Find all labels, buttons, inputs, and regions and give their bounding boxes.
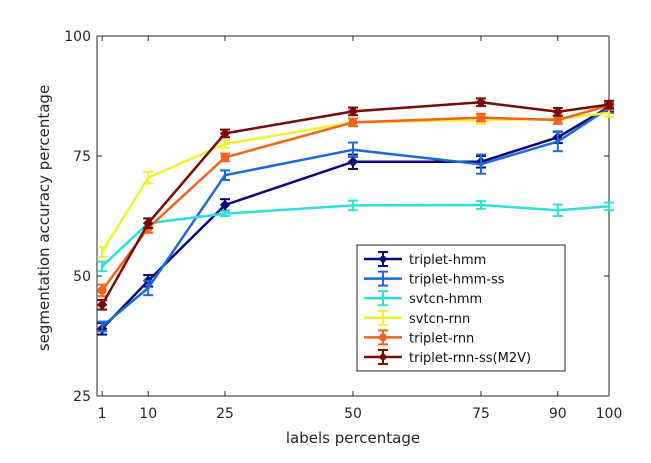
legend-swatch-marker	[379, 333, 387, 342]
data-point	[100, 324, 104, 328]
legend-label: triplet-hmm-ss	[409, 273, 505, 288]
data-point	[476, 113, 486, 123]
legend-label: svtcn-hmm	[409, 292, 482, 307]
x-tick-label: 1	[98, 406, 107, 422]
legend-item: triplet-hmm-ss	[364, 270, 505, 288]
series-triplet-rnn-ss-m2v	[96, 97, 615, 311]
y-tick-label: 100	[64, 29, 91, 45]
data-point	[347, 156, 359, 167]
data-point	[607, 204, 611, 208]
legend-label: triplet-hmm	[409, 253, 486, 268]
data-point	[142, 217, 154, 229]
data-point	[347, 106, 359, 117]
legend-item: triplet-rnn-ss(M2V)	[364, 349, 531, 366]
data-point	[96, 299, 108, 311]
series-svtcn-hmm	[97, 199, 614, 273]
x-tick-label: 25	[216, 406, 234, 422]
data-point	[479, 203, 483, 207]
data-point	[348, 117, 358, 127]
series-triplet-hmm-ss	[97, 102, 614, 333]
x-axis-label: labels percentage	[286, 429, 420, 447]
data-point	[100, 250, 104, 254]
legend-label: triplet-rnn-ss(M2V)	[409, 351, 531, 366]
x-axis: 1 10 25 50 75 90 100	[98, 36, 623, 422]
legend-item: svtcn-rnn	[364, 309, 470, 327]
data-point	[97, 285, 107, 295]
legend-label: triplet-rnn	[409, 331, 474, 346]
legend-label: svtcn-rnn	[409, 312, 470, 327]
y-tick-label: 75	[73, 149, 91, 165]
data-point	[146, 286, 150, 290]
data-point	[556, 208, 560, 212]
legend-box	[356, 244, 566, 372]
data-point	[219, 199, 231, 211]
y-axis: 25 50 75 100	[64, 29, 609, 405]
x-tick-label: 100	[596, 406, 623, 422]
data-point	[223, 142, 227, 146]
data-point	[100, 264, 104, 268]
series-layer	[96, 97, 615, 336]
legend: triplet-hmm triplet-hmm-ss svtcn-hmm svtcn-…	[356, 244, 566, 372]
legend-item: svtcn-hmm	[364, 290, 482, 307]
data-point	[556, 140, 560, 144]
data-point	[351, 203, 355, 207]
data-point	[219, 128, 231, 139]
y-axis-label: segmentation accuracy percentage	[35, 85, 53, 351]
data-point	[607, 111, 611, 115]
data-point	[553, 115, 563, 125]
legend-item: triplet-hmm	[364, 251, 486, 268]
data-point	[475, 97, 487, 108]
data-point	[603, 99, 615, 110]
legend-swatch-marker	[378, 254, 388, 264]
x-tick-label: 75	[472, 406, 490, 422]
data-point	[223, 212, 227, 216]
legend-swatch-marker	[378, 352, 388, 362]
legend-item: triplet-rnn	[364, 329, 474, 346]
x-tick-label: 10	[139, 406, 157, 422]
y-tick-label: 50	[73, 269, 91, 285]
x-tick-label: 90	[549, 406, 567, 422]
data-point	[351, 148, 355, 152]
x-tick-label: 50	[344, 406, 362, 422]
data-point	[220, 152, 230, 162]
data-point	[146, 176, 150, 180]
data-point	[479, 162, 483, 166]
y-tick-label: 25	[73, 389, 91, 405]
data-point	[552, 106, 564, 118]
data-point	[223, 173, 227, 177]
